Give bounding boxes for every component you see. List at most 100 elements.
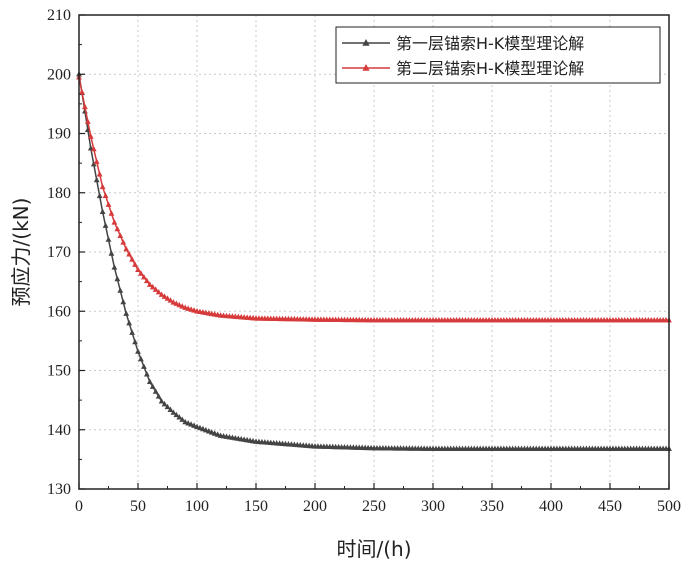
series-marker (164, 295, 171, 301)
series-marker (152, 388, 159, 394)
series-2 (76, 74, 672, 323)
series-marker (176, 301, 183, 308)
series-marker (155, 393, 162, 399)
series-marker (155, 288, 162, 295)
x-tick-label: 50 (130, 498, 146, 515)
series-marker (93, 176, 100, 183)
series-marker (173, 300, 180, 306)
legend-label: 第二层锚索H-K模型理论解 (396, 59, 584, 78)
series-marker (87, 133, 94, 139)
series-marker (135, 348, 141, 354)
series-marker (158, 398, 165, 404)
x-tick-label: 250 (362, 498, 386, 515)
x-tick-label: 100 (185, 498, 209, 515)
series-marker (143, 277, 150, 284)
y-tick-label: 150 (47, 363, 71, 380)
series-marker (158, 291, 165, 297)
series-marker (105, 236, 112, 242)
series-marker (99, 183, 106, 190)
x-axis-title: 时间/(h) (336, 537, 411, 561)
series-marker (108, 210, 115, 216)
series-marker (111, 264, 118, 270)
series-layer (76, 71, 672, 451)
y-tick-label: 190 (47, 126, 71, 143)
series-marker (135, 266, 141, 273)
series-marker (90, 145, 97, 152)
series-marker (99, 208, 106, 214)
series-marker (138, 355, 144, 362)
series-marker (117, 287, 124, 293)
x-tick-label: 300 (421, 498, 445, 515)
series-marker (111, 219, 118, 225)
series-marker (108, 250, 115, 256)
series-marker (129, 329, 135, 335)
series-marker (167, 297, 174, 303)
y-tick-label: 170 (47, 244, 71, 261)
series-marker (114, 225, 121, 232)
series-marker (84, 118, 91, 124)
series-marker (146, 281, 153, 287)
y-tick-label: 200 (47, 66, 71, 83)
series-marker (143, 371, 150, 377)
series-marker (179, 416, 186, 422)
series-marker (120, 239, 127, 245)
y-tick-label: 210 (47, 7, 71, 24)
x-tick-label: 400 (539, 498, 563, 515)
series-marker (164, 403, 171, 410)
series-marker (114, 275, 121, 282)
series-marker (93, 158, 100, 164)
y-tick-label: 160 (47, 303, 71, 320)
series-marker (138, 270, 144, 276)
series-marker (102, 192, 109, 198)
series-marker (152, 286, 159, 292)
series-marker (123, 310, 130, 316)
x-tick-label: 500 (657, 498, 681, 515)
legend-box (335, 26, 661, 84)
series-marker (96, 192, 103, 199)
series-marker (90, 160, 97, 167)
series-marker (161, 293, 168, 299)
series-marker (117, 232, 124, 238)
x-tick-label: 150 (244, 498, 268, 515)
y-tick-label: 130 (47, 481, 71, 498)
series-marker (132, 338, 138, 345)
series-marker (176, 414, 183, 420)
series-marker (141, 363, 147, 369)
series-marker (120, 298, 127, 305)
series-marker (173, 411, 180, 418)
series-marker (170, 299, 177, 305)
series-marker (132, 261, 138, 267)
series-marker (79, 88, 85, 95)
legend-marker (362, 64, 370, 71)
series-marker (96, 171, 103, 177)
y-tick-label: 140 (47, 422, 71, 439)
series-marker (129, 256, 135, 262)
x-tick-label: 450 (598, 498, 622, 515)
y-tick-label: 180 (47, 185, 71, 202)
series-marker (161, 400, 168, 407)
legend-marker (362, 39, 370, 46)
series-marker (149, 383, 156, 389)
legend-label: 第一层锚索H-K模型理论解 (396, 34, 584, 53)
series-marker (123, 245, 130, 252)
series-marker (82, 103, 88, 110)
series-marker (170, 409, 177, 415)
series-marker (102, 222, 109, 228)
series-marker (167, 406, 174, 412)
x-tick-label: 0 (75, 498, 83, 515)
series-marker (126, 251, 133, 257)
series-marker (179, 303, 186, 309)
ticks: 0 50 100 150 200 250 300 350 400 450 500 130 140 150 1… (47, 7, 681, 515)
series-marker (105, 201, 112, 207)
y-axis-title: 预应力/(kN) (9, 198, 33, 307)
grid (79, 15, 669, 489)
series-marker (141, 273, 147, 280)
series-marker (149, 283, 156, 290)
series-marker (146, 378, 153, 384)
x-tick-label: 350 (480, 498, 504, 515)
series-marker (126, 319, 133, 326)
x-tick-label: 200 (303, 498, 327, 515)
